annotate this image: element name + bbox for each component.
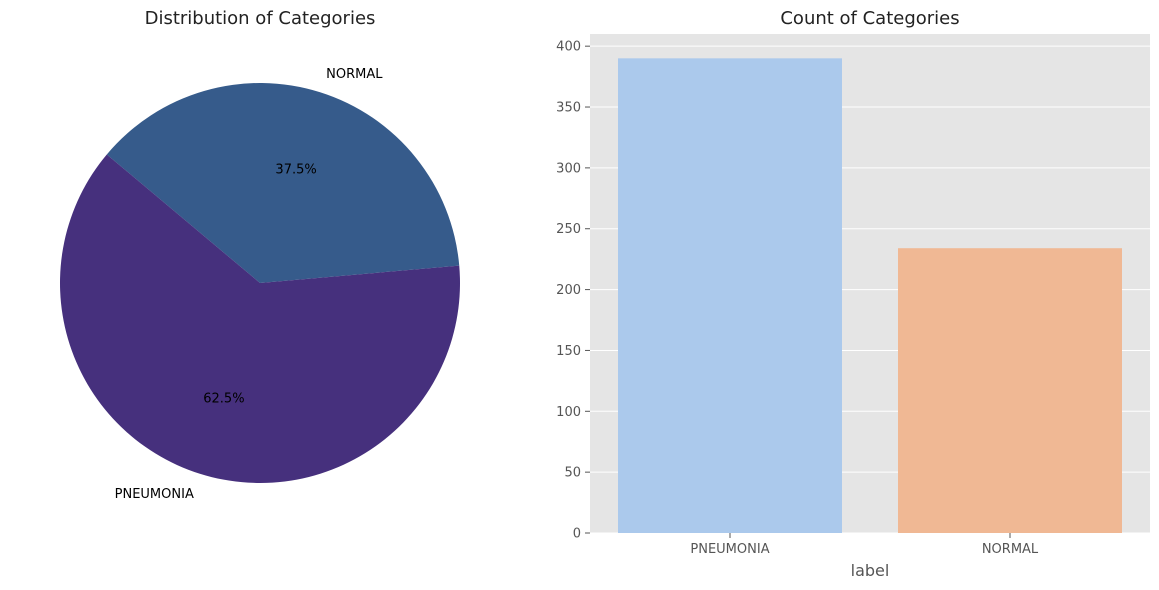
y-tick-label-100: 100 [556,405,581,420]
pie-chart-title: Distribution of Categories [145,8,376,29]
pie-label-normal: NORMAL [326,67,383,82]
y-tick-label-300: 300 [556,161,581,176]
y-tick-label-200: 200 [556,283,581,298]
pie-chart: NORMAL 37.5% PNEUMONIA 62.5% [60,67,460,502]
pie-slice-pneumonia [60,154,460,484]
x-tick-label-normal: NORMAL [982,542,1039,557]
x-tick-label-pneumonia: PNEUMONIA [690,542,769,557]
y-tick-label-150: 150 [556,344,581,359]
pie-percent-normal: 37.5% [275,163,316,178]
bar-y-axis: 0 50 100 150 200 250 300 350 400 [556,40,590,542]
y-tick-label-50: 50 [564,466,581,481]
pie-slice-normal [106,82,460,284]
pie-percent-pneumonia: 62.5% [203,391,244,406]
bar-chart-title: Count of Categories [780,8,959,29]
bar-x-axis: PNEUMONIA NORMAL [690,533,1039,557]
bar-normal [898,248,1122,533]
bar-pneumonia [618,58,842,534]
y-tick-label-350: 350 [556,101,581,116]
y-tick-label-400: 400 [556,40,581,55]
bar-marks [618,58,1122,534]
bar-x-axis-label: label [851,561,890,580]
y-tick-label-0: 0 [573,527,581,542]
pie-label-pneumonia: PNEUMONIA [115,487,194,502]
y-tick-label-250: 250 [556,222,581,237]
